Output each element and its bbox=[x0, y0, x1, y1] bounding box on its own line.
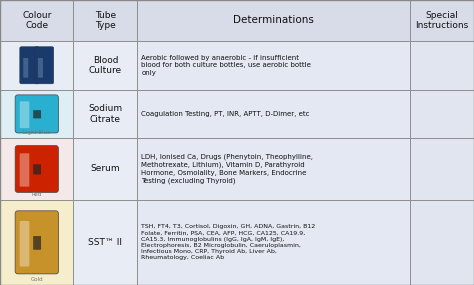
Bar bbox=[73, 0, 137, 41]
FancyBboxPatch shape bbox=[15, 146, 58, 192]
Bar bbox=[0, 89, 73, 138]
Bar bbox=[0, 200, 73, 285]
FancyBboxPatch shape bbox=[35, 47, 54, 84]
Bar bbox=[137, 0, 410, 41]
FancyBboxPatch shape bbox=[20, 153, 29, 187]
Bar bbox=[410, 138, 474, 200]
Text: Serum: Serum bbox=[91, 164, 120, 174]
FancyBboxPatch shape bbox=[38, 58, 43, 78]
Text: Blood
Culture: Blood Culture bbox=[89, 56, 122, 75]
Bar bbox=[0, 0, 73, 41]
FancyBboxPatch shape bbox=[33, 110, 41, 118]
Bar bbox=[137, 138, 410, 200]
Bar bbox=[73, 41, 137, 89]
FancyBboxPatch shape bbox=[15, 95, 58, 133]
Bar bbox=[73, 200, 137, 285]
Bar bbox=[0, 138, 73, 200]
Text: Gold: Gold bbox=[30, 277, 43, 282]
Bar bbox=[0, 41, 73, 89]
Text: Red: Red bbox=[32, 192, 42, 197]
Text: Aerobic followed by anaerobic - if insufficient
blood for both culture bottles, : Aerobic followed by anaerobic - if insuf… bbox=[141, 55, 311, 76]
Text: Tube
Type: Tube Type bbox=[95, 11, 116, 30]
Text: Special
Instructions: Special Instructions bbox=[415, 11, 469, 30]
Text: Coagulation Testing, PT, INR, APTT, D-Dimer, etc: Coagulation Testing, PT, INR, APTT, D-Di… bbox=[141, 111, 310, 117]
FancyBboxPatch shape bbox=[23, 58, 28, 78]
FancyBboxPatch shape bbox=[17, 147, 59, 193]
Bar bbox=[410, 89, 474, 138]
Text: Light Blue: Light Blue bbox=[23, 130, 50, 135]
Text: LDH, Ionised Ca, Drugs (Phenytoin, Theophylline,
Methotrexate, Lithium), Vitamin: LDH, Ionised Ca, Drugs (Phenytoin, Theop… bbox=[141, 154, 313, 184]
Bar bbox=[137, 200, 410, 285]
FancyBboxPatch shape bbox=[15, 211, 58, 274]
Bar bbox=[410, 0, 474, 41]
Bar bbox=[410, 200, 474, 285]
FancyBboxPatch shape bbox=[33, 236, 41, 250]
Text: SST™ II: SST™ II bbox=[89, 238, 122, 247]
Bar bbox=[137, 41, 410, 89]
Bar bbox=[410, 41, 474, 89]
Text: Determinations: Determinations bbox=[233, 15, 314, 25]
Text: Sodium
Citrate: Sodium Citrate bbox=[89, 104, 122, 124]
FancyBboxPatch shape bbox=[33, 164, 41, 174]
Text: TSH, FT4, T3, Cortisol, Digoxin, GH, ADNA, Gastrin, B12
Folate, Ferritin, PSA, C: TSH, FT4, T3, Cortisol, Digoxin, GH, ADN… bbox=[141, 224, 316, 260]
FancyBboxPatch shape bbox=[17, 96, 59, 133]
Bar bbox=[137, 89, 410, 138]
Text: Colour
Code: Colour Code bbox=[22, 11, 51, 30]
FancyBboxPatch shape bbox=[20, 101, 29, 128]
Bar bbox=[73, 89, 137, 138]
FancyBboxPatch shape bbox=[20, 221, 29, 266]
Bar bbox=[73, 138, 137, 200]
FancyBboxPatch shape bbox=[20, 47, 39, 84]
FancyBboxPatch shape bbox=[17, 212, 59, 274]
